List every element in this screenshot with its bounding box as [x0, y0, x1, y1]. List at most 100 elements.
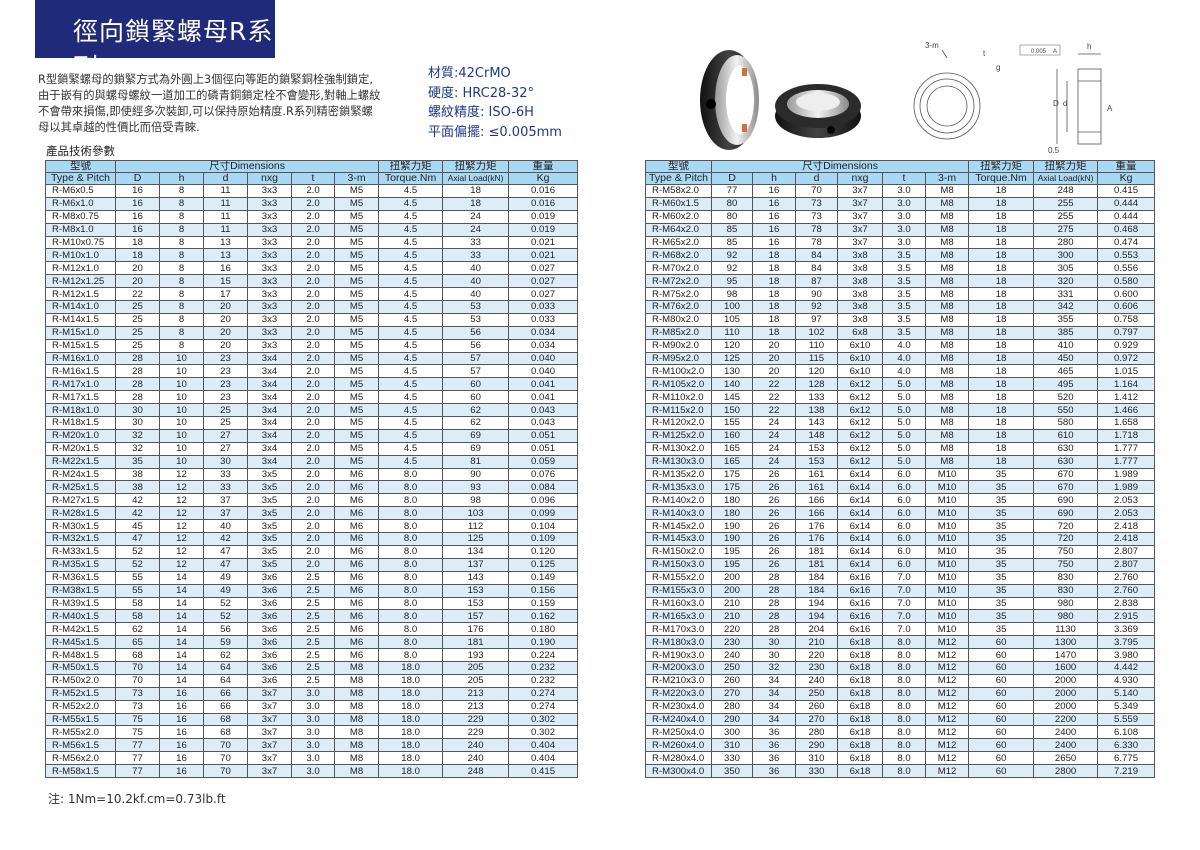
cell-type: R-M15x1.0: [45, 325, 116, 340]
cell-nxg: 3x6: [247, 622, 292, 637]
cell-nxg: 6x18: [837, 635, 883, 650]
cell-nxg: 6x18: [837, 648, 883, 662]
cell-t: 3.0: [291, 725, 335, 740]
cell-weight: 6.330: [1097, 738, 1155, 753]
table-row: R-M60x2.0 80 16 73 3x7 3.0 M8 18 255 0.444: [645, 209, 1155, 224]
cell-type: R-M45x1.5: [45, 635, 116, 650]
cell-nxg: 6x16: [837, 609, 883, 624]
cell-torque: 35: [968, 544, 1035, 559]
cell-weight: 0.156: [508, 583, 578, 598]
cell-h: 16: [752, 209, 796, 224]
table-row: R-M210x3.0 260 34 240 6x18 8.0 M12 60 2000 4.930: [645, 673, 1155, 688]
cell-t: 6.0: [882, 532, 926, 546]
cell-weight: 0.556: [1097, 261, 1155, 276]
cell-axial: 750: [1033, 557, 1099, 572]
cell-3m: M6: [333, 557, 380, 572]
cell-h: 10: [159, 351, 204, 366]
table-row: R-M140x2.0 180 26 166 6x14 6.0 M10 35 690 2.053: [645, 493, 1155, 508]
cell-nxg: 3x3: [247, 300, 292, 314]
cell-nxg: 3x8: [837, 248, 883, 263]
cell-D: 30: [115, 403, 160, 418]
cell-torque: 4.5: [378, 428, 444, 443]
table-row: R-M16x1.0 28 10 23 3x4 2.0 M5 4.5 57 0.040: [45, 351, 578, 366]
cell-nxg: 6x18: [837, 673, 883, 688]
cell-3m: M12: [924, 635, 970, 650]
cell-d: 138: [795, 403, 838, 418]
cell-weight: 0.033: [508, 300, 578, 314]
cell-3m: M5: [333, 312, 380, 327]
cell-3m: M6: [333, 648, 380, 662]
cell-weight: 0.016: [508, 184, 578, 198]
cell-d: 23: [203, 390, 248, 405]
table-row: R-M12x1.0 20 8 16 3x3 2.0 M5 4.5 40 0.027: [45, 261, 578, 276]
cell-d: 20: [203, 312, 248, 327]
table-row: R-M125x2.0 160 24 148 6x12 5.0 M8 18 610 1.718: [645, 428, 1155, 443]
cell-t: 5.0: [882, 454, 926, 469]
cell-t: 5.0: [882, 416, 926, 430]
cell-axial: 465: [1033, 364, 1099, 379]
cell-torque: 18: [968, 416, 1035, 430]
cell-axial: 520: [1033, 390, 1099, 405]
table-row: R-M190x3.0 240 30 220 6x18 8.0 M12 60 1470 3.980: [645, 648, 1155, 662]
cell-axial: 153: [442, 596, 510, 611]
cell-t: 2.0: [291, 325, 335, 340]
cell-D: 125: [711, 351, 753, 366]
cell-h: 12: [159, 480, 204, 495]
cell-type: R-M15x1.5: [45, 338, 116, 353]
cell-torque: 35: [968, 467, 1035, 482]
cell-weight: 0.125: [508, 557, 578, 572]
cell-nxg: 3x7: [837, 235, 883, 250]
cell-nxg: 3x7: [247, 699, 292, 714]
cell-weight: 0.027: [508, 261, 578, 276]
cell-weight: 5.349: [1097, 699, 1155, 714]
cell-axial: 205: [442, 660, 510, 675]
cell-nxg: 6x14: [837, 467, 883, 482]
table-row: R-M14x1.0 25 8 20 3x3 2.0 M5 4.5 53 0.033: [45, 300, 578, 314]
cell-t: 3.5: [882, 261, 926, 276]
table-row: R-M76x2.0 100 18 92 3x8 3.5 M8 18 342 0.606: [645, 300, 1155, 314]
cell-3m: M5: [333, 325, 380, 340]
cell-3m: M12: [924, 648, 970, 662]
cell-torque: 18: [968, 312, 1035, 327]
cell-axial: 181: [442, 635, 510, 650]
cell-weight: 0.059: [508, 454, 578, 469]
cell-d: 166: [795, 493, 838, 508]
cell-D: 150: [711, 403, 753, 418]
cell-h: 8: [159, 222, 204, 237]
cell-weight: 4.930: [1097, 673, 1155, 688]
cell-type: R-M22x1.5: [45, 454, 116, 469]
label-chamfer: 0.5: [1048, 146, 1060, 154]
cell-D: 210: [711, 609, 753, 624]
cell-d: 70: [203, 751, 248, 766]
cell-weight: 1.989: [1097, 480, 1155, 495]
cell-h: 18: [752, 287, 796, 302]
cell-weight: 3.795: [1097, 635, 1155, 650]
header-d: d: [795, 172, 838, 185]
cell-type: R-M28x1.5: [45, 506, 116, 521]
title-banner: 徑向鎖緊螺母R系列: [35, 0, 275, 82]
cell-nxg: 6x18: [837, 764, 883, 778]
cell-axial: 90: [442, 467, 510, 482]
table-row: R-M15x1.0 25 8 20 3x3 2.0 M5 4.5 56 0.034: [45, 325, 578, 340]
cell-d: 11: [203, 209, 248, 224]
cell-axial: 18: [442, 196, 510, 211]
cell-weight: 0.040: [508, 364, 578, 379]
cell-axial: 153: [442, 583, 510, 598]
header-m: 3-m: [924, 172, 970, 185]
cell-axial: 143: [442, 570, 510, 585]
cell-type: R-M14x1.0: [45, 300, 116, 314]
cell-3m: M8: [924, 184, 970, 198]
cell-weight: 0.033: [508, 312, 578, 327]
cell-h: 16: [159, 712, 204, 727]
cell-3m: M6: [333, 480, 380, 495]
cell-type: R-M27x1.5: [45, 493, 116, 508]
table-row: R-M10x1.0 18 8 13 3x3 2.0 M5 4.5 33 0.021: [45, 248, 578, 263]
cell-type: R-M140x3.0: [645, 506, 712, 521]
cell-type: R-M55x2.0: [45, 725, 116, 740]
cell-torque: 18.0: [378, 751, 444, 766]
cell-D: 180: [711, 506, 753, 521]
cell-t: 2.0: [291, 300, 335, 314]
cell-torque: 4.5: [378, 248, 444, 263]
